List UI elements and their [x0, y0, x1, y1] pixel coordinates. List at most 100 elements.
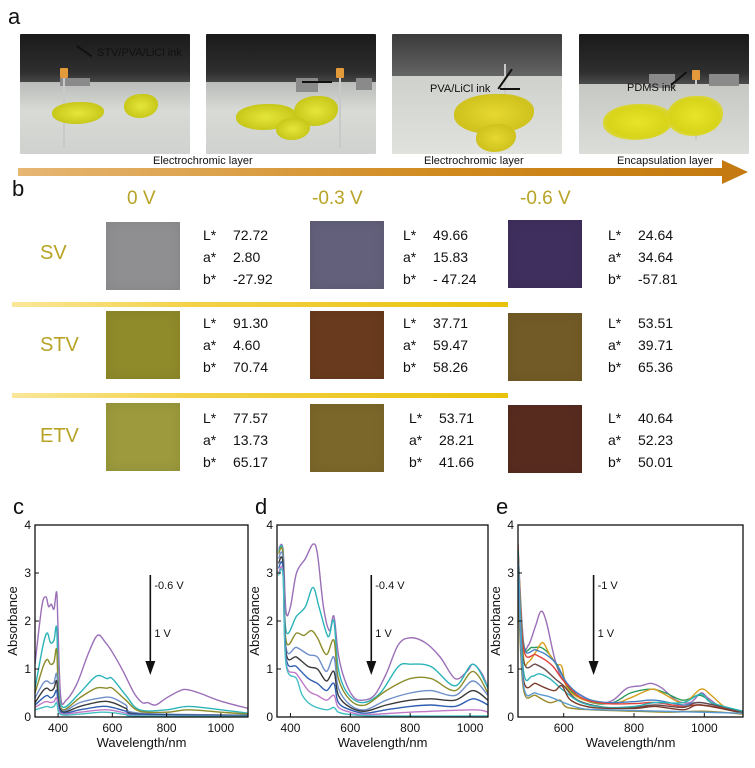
annotation-end-voltage: 1 V — [375, 628, 392, 640]
series-line-0 — [518, 548, 743, 712]
x-tick-label: 1000 — [208, 721, 235, 735]
y-tick-label: 2 — [266, 614, 273, 628]
lab-value-L: 37.71 — [433, 315, 469, 331]
y-tick-label: 3 — [266, 566, 273, 580]
series-line-0 — [277, 543, 488, 701]
lab-values: L* 91.30 a* 4.60 b* 70.74 — [203, 312, 268, 378]
lab-value-a: 39.71 — [638, 337, 674, 353]
y-tick-label: 0 — [507, 710, 514, 724]
photo-label-pdms-ink: PDMS ink — [627, 82, 676, 94]
series-line-6 — [35, 696, 248, 717]
lab-value-a: 59.47 — [433, 337, 469, 353]
lab-key: b* — [203, 359, 217, 375]
x-axis-title: Wavelength/nm — [586, 735, 676, 750]
series-line-1 — [277, 544, 488, 704]
y-tick-label: 0 — [24, 710, 31, 724]
lab-key: L* — [403, 315, 417, 331]
lab-value-a: 4.60 — [233, 337, 261, 353]
color-swatch — [310, 221, 384, 289]
lab-key: a* — [608, 337, 622, 353]
chart-e: e 0 1 2 3 4 600 800 1000 Wavelength/nm Absorbance -… — [488, 490, 744, 768]
process-flow-arrowhead — [722, 160, 748, 184]
sample-name-sv: SV — [40, 242, 67, 264]
lab-value-b: 41.66 — [439, 454, 475, 470]
lab-value-b: 65.17 — [233, 454, 269, 470]
lab-key: L* — [608, 410, 622, 426]
y-axis-title: Absorbance — [247, 586, 262, 655]
x-tick-label: 400 — [280, 721, 300, 735]
caption-electrochromic-layer-2: Electrochromic layer — [424, 155, 524, 167]
lab-key: L* — [203, 410, 217, 426]
photo-label-pva-ink: PVA/LiCl ink — [430, 83, 491, 95]
series-group — [518, 544, 743, 715]
y-tick-label: 3 — [507, 566, 514, 580]
series-group — [35, 591, 248, 717]
x-axis-title: Wavelength/nm — [338, 735, 428, 750]
process-flow-arrow — [18, 168, 726, 176]
row-divider — [12, 393, 508, 398]
lab-key: a* — [203, 249, 217, 265]
y-axis-title: Absorbance — [488, 586, 503, 655]
lab-value-b: - 47.24 — [433, 271, 477, 287]
x-tick-label: 600 — [340, 721, 360, 735]
lab-value-a: 2.80 — [233, 249, 261, 265]
y-tick-label: 1 — [507, 662, 514, 676]
lab-value-L: 40.64 — [638, 410, 674, 426]
lab-key: b* — [203, 271, 217, 287]
color-swatch — [508, 405, 582, 473]
lab-key: b* — [203, 454, 217, 470]
panel-d-letter: d — [255, 494, 267, 519]
photo-label-stv-ink: STV/PVA/LiCl ink — [97, 47, 182, 59]
lab-key: b* — [608, 359, 622, 375]
lab-value-b: -57.81 — [638, 271, 678, 287]
sample-name-etv: ETV — [40, 425, 79, 447]
series-line-4 — [518, 544, 743, 712]
y-tick-label: 4 — [266, 518, 273, 532]
panel-b-letter: b — [12, 176, 25, 201]
lab-value-L: 77.57 — [233, 410, 269, 426]
lab-value-b: 65.36 — [638, 359, 674, 375]
lab-values: L* 77.57 a* 13.73 b* 65.17 — [203, 407, 268, 473]
y-axis-title: Absorbance — [5, 586, 20, 655]
color-swatch — [310, 404, 384, 472]
lab-values: L* 40.64 a* 52.23 b* 50.01 — [608, 407, 673, 473]
annotation-end-voltage: 1 V — [154, 628, 171, 640]
series-line-6 — [518, 548, 743, 712]
photo-print-step-1 — [20, 34, 190, 154]
panel-a-letter: a — [8, 4, 21, 29]
color-swatch — [106, 222, 180, 290]
sample-name-stv: STV — [40, 334, 79, 356]
lab-key: a* — [409, 432, 423, 448]
voltage-arrowhead-icon — [588, 661, 599, 675]
color-swatch — [106, 311, 180, 379]
chart-c: c 0 1 2 3 4 400 600 800 1000 Wavelength/nm Absorban… — [0, 490, 252, 768]
pointer-arrow — [500, 88, 520, 90]
series-line-0 — [35, 591, 248, 710]
plot-frame — [34, 524, 249, 718]
color-swatch — [310, 311, 384, 379]
y-tick-label: 4 — [24, 518, 31, 532]
series-group — [277, 543, 488, 717]
y-tick-label: 4 — [507, 518, 514, 532]
series-line-7 — [518, 572, 743, 714]
lab-value-a: 52.23 — [638, 432, 674, 448]
x-tick-label: 1000 — [691, 721, 718, 735]
y-tick-label: 1 — [266, 662, 273, 676]
series-line-7 — [277, 568, 488, 717]
photo-print-step-3 — [392, 34, 562, 154]
lab-value-b: -27.92 — [233, 271, 273, 287]
series-line-7 — [35, 701, 248, 717]
lab-value-L: 53.71 — [439, 410, 475, 426]
photo-print-step-2 — [206, 34, 376, 154]
lab-values: L* 37.71 a* 59.47 b* 58.26 — [403, 312, 468, 378]
x-axis-title: Wavelength/nm — [97, 735, 187, 750]
lab-key: a* — [608, 249, 622, 265]
lab-key: a* — [203, 432, 217, 448]
series-line-9 — [518, 558, 743, 714]
x-tick-label: 1000 — [457, 721, 484, 735]
y-tick-label: 1 — [24, 662, 31, 676]
annotation-end-voltage: 1 V — [598, 628, 615, 640]
lab-key: b* — [403, 271, 417, 287]
lab-key: a* — [203, 337, 217, 353]
series-line-2 — [277, 546, 488, 707]
